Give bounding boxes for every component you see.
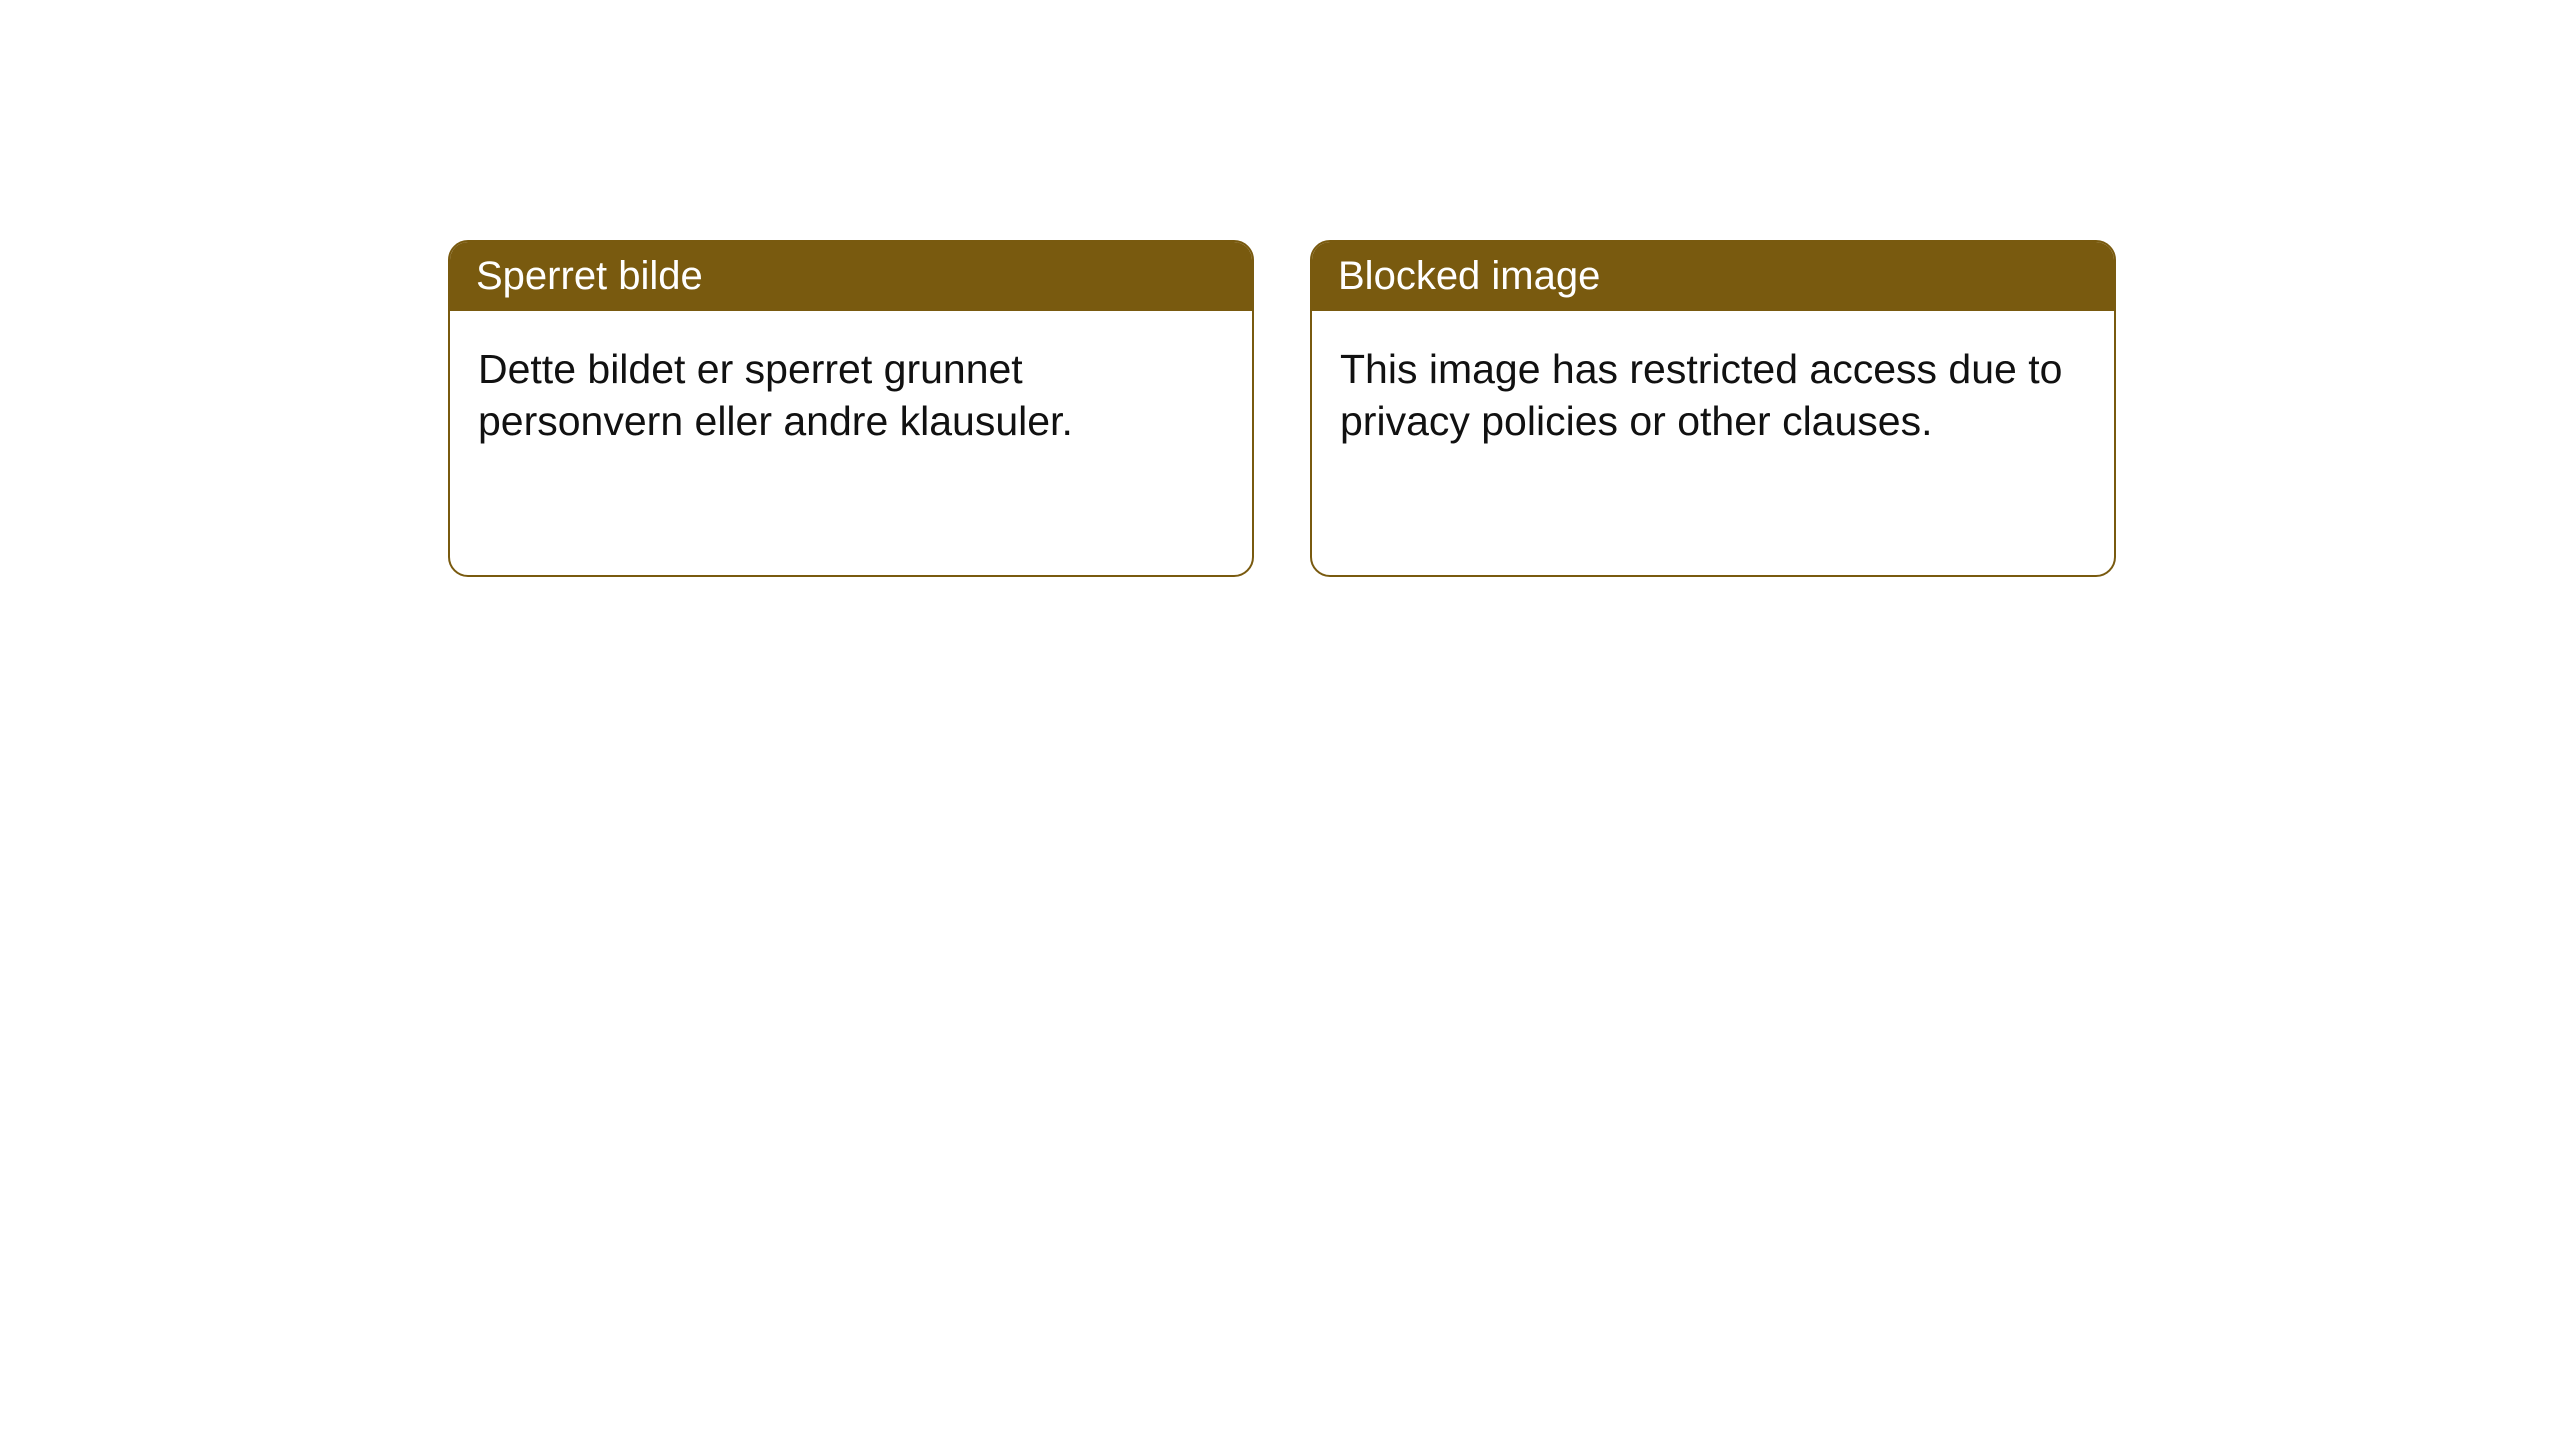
- card-body: Dette bildet er sperret grunnet personve…: [450, 311, 1252, 480]
- notice-card-english: Blocked image This image has restricted …: [1310, 240, 2116, 577]
- card-body: This image has restricted access due to …: [1312, 311, 2114, 480]
- notice-card-norwegian: Sperret bilde Dette bildet er sperret gr…: [448, 240, 1254, 577]
- card-body-text: Dette bildet er sperret grunnet personve…: [478, 346, 1073, 444]
- card-header: Blocked image: [1312, 242, 2114, 311]
- card-header: Sperret bilde: [450, 242, 1252, 311]
- card-header-title: Blocked image: [1338, 254, 1600, 298]
- card-body-text: This image has restricted access due to …: [1340, 346, 2062, 444]
- card-header-title: Sperret bilde: [476, 254, 703, 298]
- notice-cards-container: Sperret bilde Dette bildet er sperret gr…: [448, 240, 2116, 577]
